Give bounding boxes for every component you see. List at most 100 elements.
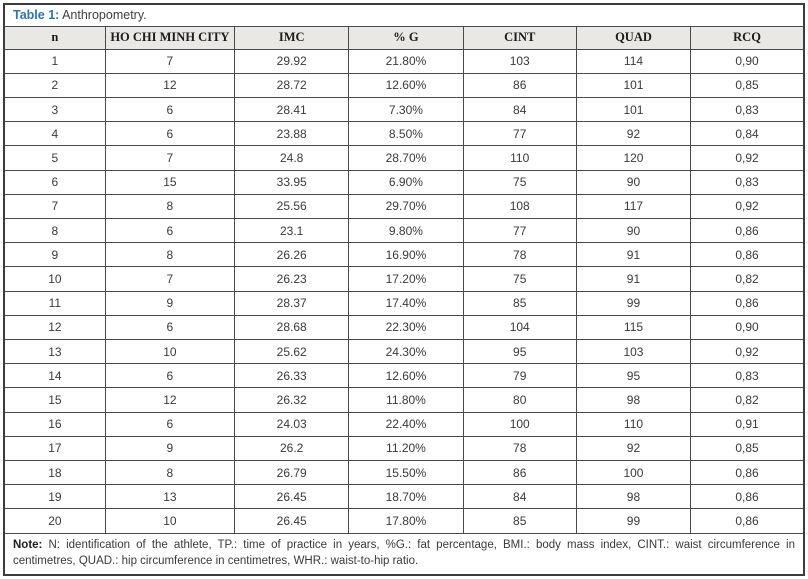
table-row: 11 9 28.37 17.40% 85 99 0,86 [3,290,805,316]
table-cell: 20 [3,508,106,534]
table-cell: 26.2 [234,435,350,461]
table-cell: 8 [104,459,236,486]
table-cell: 101 [575,96,692,123]
column-header-rcq: RCQ [690,25,805,50]
table-cell: 86 [462,72,577,98]
table-cell: 17.80% [348,508,464,534]
table-cell: 0,91 [690,411,805,437]
table-cell: 84 [462,484,577,510]
table-cell: 1 [3,48,106,74]
table-cell: 16.90% [348,242,464,268]
table-cell: 103 [575,338,692,365]
table-row: 20 10 26.45 17.80% 85 99 0,86 [3,508,805,534]
table-cell: 6 [104,314,236,340]
table-cell: 23.88 [234,121,350,147]
table-cell: 12 [104,387,236,413]
table-cell: 28.37 [234,290,350,316]
table-row: 1 7 29.92 21.80% 103 114 0,90 [3,48,805,74]
table-row: 6 15 33.95 6.90% 75 90 0,83 [3,169,805,195]
table-cell: 0,90 [690,314,805,340]
table-cell: 26.33 [234,363,350,389]
table-cell: 0,86 [690,217,805,244]
table-note: Note: N: identification of the athlete, … [3,532,805,576]
table-cell: 85 [462,508,577,534]
table-cell: 12.60% [348,72,464,98]
column-header-pct-g: % G [348,25,464,50]
table-row: 4 6 23.88 8.50% 77 92 0,84 [3,121,805,147]
table-cell: 24.03 [234,411,350,437]
table-cell: 28.68 [234,314,350,340]
table-cell: 75 [462,266,577,292]
table-cell: 3 [3,96,106,123]
table-cell: 86 [462,459,577,486]
table-cell: 22.30% [348,314,464,340]
table-cell: 6 [104,363,236,389]
table-row: 2 12 28.72 12.60% 86 101 0,85 [3,72,805,98]
table-cell: 6 [104,96,236,123]
table-cell: 26.79 [234,459,350,486]
note-text: N: identification of the athlete, TP.: t… [13,538,795,568]
table-row: 14 6 26.33 12.60% 79 95 0,83 [3,363,805,389]
table-cell: 13 [3,338,106,365]
column-header-ho-chi-minh-city: HO CHI MINH CITY [104,25,236,50]
table-row: 10 7 26.23 17.20% 75 91 0,82 [3,266,805,292]
table-title-label: Table 1: [13,8,60,23]
table-cell: 26.45 [234,508,350,534]
table-cell: 26.32 [234,387,350,413]
table-cell: 9.80% [348,217,464,244]
table-cell: 0,92 [690,145,805,171]
column-header-cint: CINT [462,25,577,50]
table-cell: 6 [104,411,236,437]
table-row: 18 8 26.79 15.50% 86 100 0,86 [3,459,805,486]
table-cell: 10 [104,338,236,365]
table-cell: 25.56 [234,193,350,219]
table-cell: 8 [3,217,106,244]
table-cell: 0,86 [690,484,805,510]
note-row: Note: N: identification of the athlete, … [3,532,805,576]
table-cell: 0,92 [690,338,805,365]
table-cell: 78 [462,242,577,268]
table-cell: 17.20% [348,266,464,292]
table-cell: 0,82 [690,387,805,413]
table-cell: 28.41 [234,96,350,123]
table-cell: 4 [3,121,106,147]
table-cell: 19 [3,484,106,510]
table-cell: 17.40% [348,290,464,316]
table-cell: 75 [462,169,577,195]
table-row: 9 8 26.26 16.90% 78 91 0,86 [3,242,805,268]
table-cell: 2 [3,72,106,98]
table-row: 17 9 26.2 11.20% 78 92 0,85 [3,435,805,461]
column-header-n: n [3,25,106,50]
table-cell: 99 [575,508,692,534]
table-cell: 0,83 [690,363,805,389]
table-cell: 0,83 [690,96,805,123]
table-cell: 28.72 [234,72,350,98]
table-cell: 110 [462,145,577,171]
table-cell: 14 [3,363,106,389]
table-cell: 15.50% [348,459,464,486]
table-cell: 21.80% [348,48,464,74]
table-cell: 26.26 [234,242,350,268]
table-title-text: Anthropometry. [59,8,147,23]
table-cell: 26.23 [234,266,350,292]
title-row: Table 1: Anthropometry. [3,3,805,27]
table-cell: 77 [462,217,577,244]
table-cell: 0,82 [690,266,805,292]
anthropometry-table-page: Table 1: Anthropometry. n HO CHI MINH CI… [3,3,805,576]
table-cell: 0,86 [690,459,805,486]
table-cell: 78 [462,435,577,461]
table-cell: 98 [575,387,692,413]
table-cell: 23.1 [234,217,350,244]
table-title: Table 1: Anthropometry. [3,3,805,27]
table-cell: 104 [462,314,577,340]
column-header-imc: IMC [234,25,350,50]
table-row: 8 6 23.1 9.80% 77 90 0,86 [3,217,805,244]
column-header-quad: QUAD [575,25,692,50]
table-cell: 13 [104,484,236,510]
table-cell: 24.30% [348,338,464,365]
table-row: 3 6 28.41 7.30% 84 101 0,83 [3,96,805,123]
table-cell: 7.30% [348,96,464,123]
table-cell: 22.40% [348,411,464,437]
table-cell: 0,84 [690,121,805,147]
table-cell: 29.70% [348,193,464,219]
